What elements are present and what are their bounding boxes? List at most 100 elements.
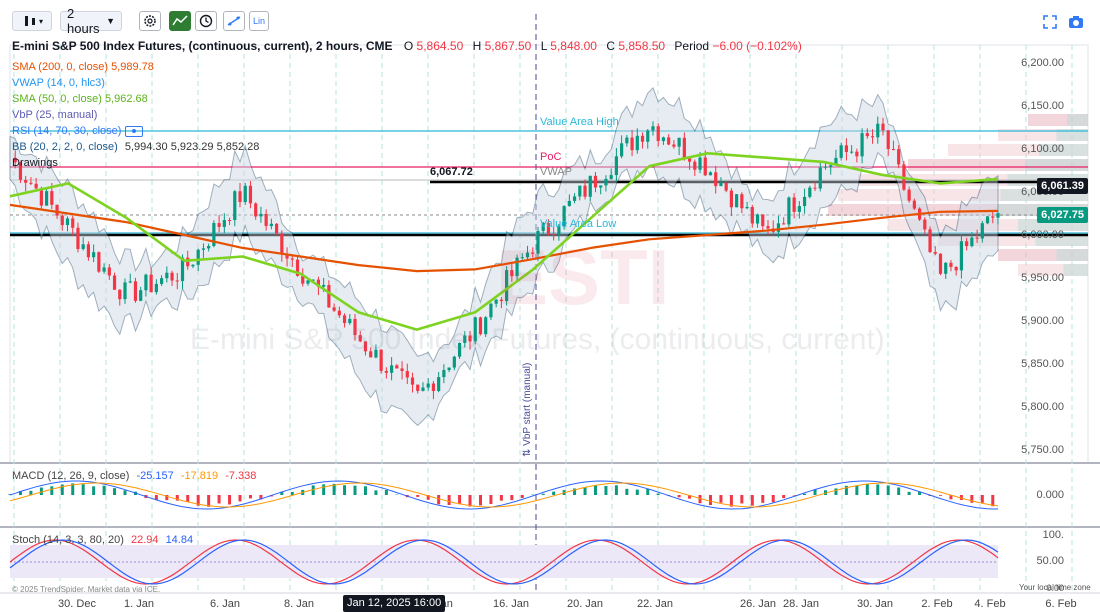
legend-bb-name: BB (20, 2, 2, 0, close) xyxy=(12,141,118,153)
price-tick: 5,900.00 xyxy=(1021,315,1064,327)
price-tick: 6,200.00 xyxy=(1021,57,1064,69)
macd-histogram-bar xyxy=(102,485,106,495)
local-time-label: Your local time zone xyxy=(1019,583,1091,592)
macd-histogram-bar xyxy=(311,485,315,495)
legend-drawings[interactable]: Drawings xyxy=(12,157,58,169)
candle-body xyxy=(149,274,153,293)
macd-histogram-bar xyxy=(782,495,786,499)
candle-body xyxy=(457,343,462,357)
eye-hidden-icon[interactable] xyxy=(125,125,144,137)
macd-histogram-bar xyxy=(813,489,817,495)
x-tick: 20. Jan xyxy=(566,598,604,610)
last-price-tag: 6,027.75 xyxy=(1037,207,1088,223)
stoch-tick: 0.00 xyxy=(1046,583,1064,593)
macd-histogram-bar xyxy=(29,490,33,495)
macd-histogram-bar xyxy=(604,485,608,495)
candle-body xyxy=(390,365,394,373)
candle-body xyxy=(698,157,702,170)
candle-body xyxy=(39,188,43,206)
volume-profile-bar xyxy=(1025,159,1088,171)
candle-body xyxy=(139,290,143,301)
macd-histogram-bar xyxy=(708,495,712,506)
macd-histogram-bar xyxy=(991,495,995,507)
legend-vwap[interactable]: VWAP (14, 0, hlc3) xyxy=(12,77,105,89)
candle-body xyxy=(661,137,666,142)
low-value: 5,848.00 xyxy=(550,39,597,53)
settings-gear-icon[interactable] xyxy=(139,11,161,31)
candle-body xyxy=(259,213,263,217)
candle-body xyxy=(353,318,357,336)
candle-body xyxy=(970,237,974,247)
legend-vbp[interactable]: VbP (25, manual) xyxy=(12,109,97,121)
macd-histogram-bar xyxy=(290,491,294,495)
interval-label: 2 hours xyxy=(67,6,100,36)
candle-body xyxy=(71,218,75,228)
macd-histogram-bar xyxy=(834,488,838,495)
volume-profile-bar xyxy=(1039,144,1088,156)
candle-body xyxy=(484,317,488,335)
candle-body xyxy=(844,145,849,153)
candle-body xyxy=(604,178,608,186)
chart-type-button[interactable]: ▾ xyxy=(12,11,52,31)
candle-body xyxy=(426,383,430,388)
candle-body xyxy=(505,270,509,302)
candle-body xyxy=(588,175,592,197)
legend-bb[interactable]: BB (20, 2, 2, 0, close) 5,994.30 5,923.2… xyxy=(12,141,259,153)
candle-body xyxy=(494,299,498,304)
candle-body xyxy=(829,165,833,167)
camera-icon[interactable] xyxy=(1068,15,1084,34)
stoch-value-2: 14.84 xyxy=(165,534,194,546)
candle-body xyxy=(65,218,70,226)
volume-profile-bar xyxy=(1035,234,1088,246)
x-tick: 28. Jan xyxy=(782,598,820,610)
candle-body xyxy=(207,245,211,249)
candle-body xyxy=(614,156,618,176)
candle-body xyxy=(881,123,885,131)
candle-body xyxy=(165,272,169,279)
drawing-tool-icon[interactable] xyxy=(223,11,245,31)
macd-histogram-bar xyxy=(897,487,901,495)
poc-label: PoC xyxy=(540,151,562,163)
fullscreen-icon[interactable] xyxy=(1043,15,1057,34)
linear-scale-button[interactable]: Lin xyxy=(249,11,269,31)
x-tick: 30. Jan xyxy=(856,598,894,610)
candle-body xyxy=(13,157,17,163)
macd-legend[interactable]: MACD (12, 26, 9, close) -25.157 -17.819 … xyxy=(12,470,256,482)
x-tick: 4. Feb xyxy=(974,598,1006,610)
candle-body xyxy=(322,284,326,287)
candle-body xyxy=(170,272,174,281)
macd-value-2: -17.819 xyxy=(180,470,219,482)
legend-sma50[interactable]: SMA (50, 0, close) 5,962.68 xyxy=(12,93,148,105)
macd-histogram-bar xyxy=(71,483,75,495)
macd-histogram-bar xyxy=(573,488,577,495)
candle-body xyxy=(29,182,33,184)
auto-trend-icon[interactable] xyxy=(169,11,191,31)
macd-histogram-bar xyxy=(646,488,650,495)
macd-histogram-bar xyxy=(803,493,807,495)
candle-body xyxy=(24,179,28,183)
candle-body xyxy=(923,219,927,230)
candle-body xyxy=(50,191,54,205)
stoch-legend[interactable]: Stoch (14, 3, 3, 80, 20) 22.94 14.84 xyxy=(12,534,193,546)
candle-body xyxy=(766,226,770,229)
macd-histogram-bar xyxy=(343,485,347,495)
macd-histogram-bar xyxy=(353,485,357,495)
interval-select[interactable]: 2 hours ▼ xyxy=(60,6,122,36)
candle-body xyxy=(672,144,676,147)
candle-body xyxy=(112,275,117,290)
resistance-price-tag: 6,061.39 xyxy=(1037,178,1088,194)
clock-icon[interactable] xyxy=(195,11,217,31)
legend-rsi[interactable]: RSI (14, 70, 30, close) xyxy=(12,125,144,137)
stoch-value-1: 22.94 xyxy=(130,534,159,546)
candle-body xyxy=(876,123,880,138)
candle-body xyxy=(656,126,660,142)
legend-sma200[interactable]: SMA (200, 0, close) 5,989.78 xyxy=(12,61,154,73)
sma50-line xyxy=(9,152,999,331)
macd-histogram-bar xyxy=(447,495,451,505)
candle-body xyxy=(463,335,467,344)
candle-body xyxy=(180,257,185,282)
candle-body xyxy=(118,289,122,300)
close-label: C xyxy=(606,39,615,53)
macd-histogram-bar xyxy=(583,487,587,495)
